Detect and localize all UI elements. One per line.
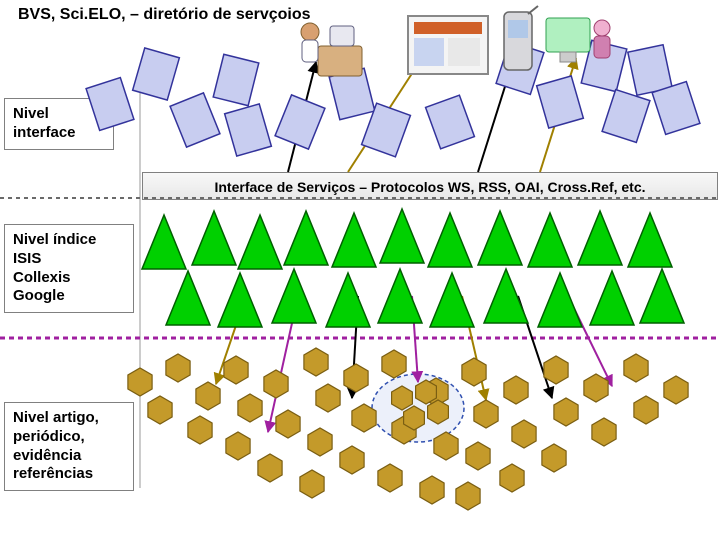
diagram-root: BVS, Sci.ELO, – diretório de servçoios N… bbox=[0, 0, 720, 540]
diagram-canvas bbox=[0, 0, 720, 540]
